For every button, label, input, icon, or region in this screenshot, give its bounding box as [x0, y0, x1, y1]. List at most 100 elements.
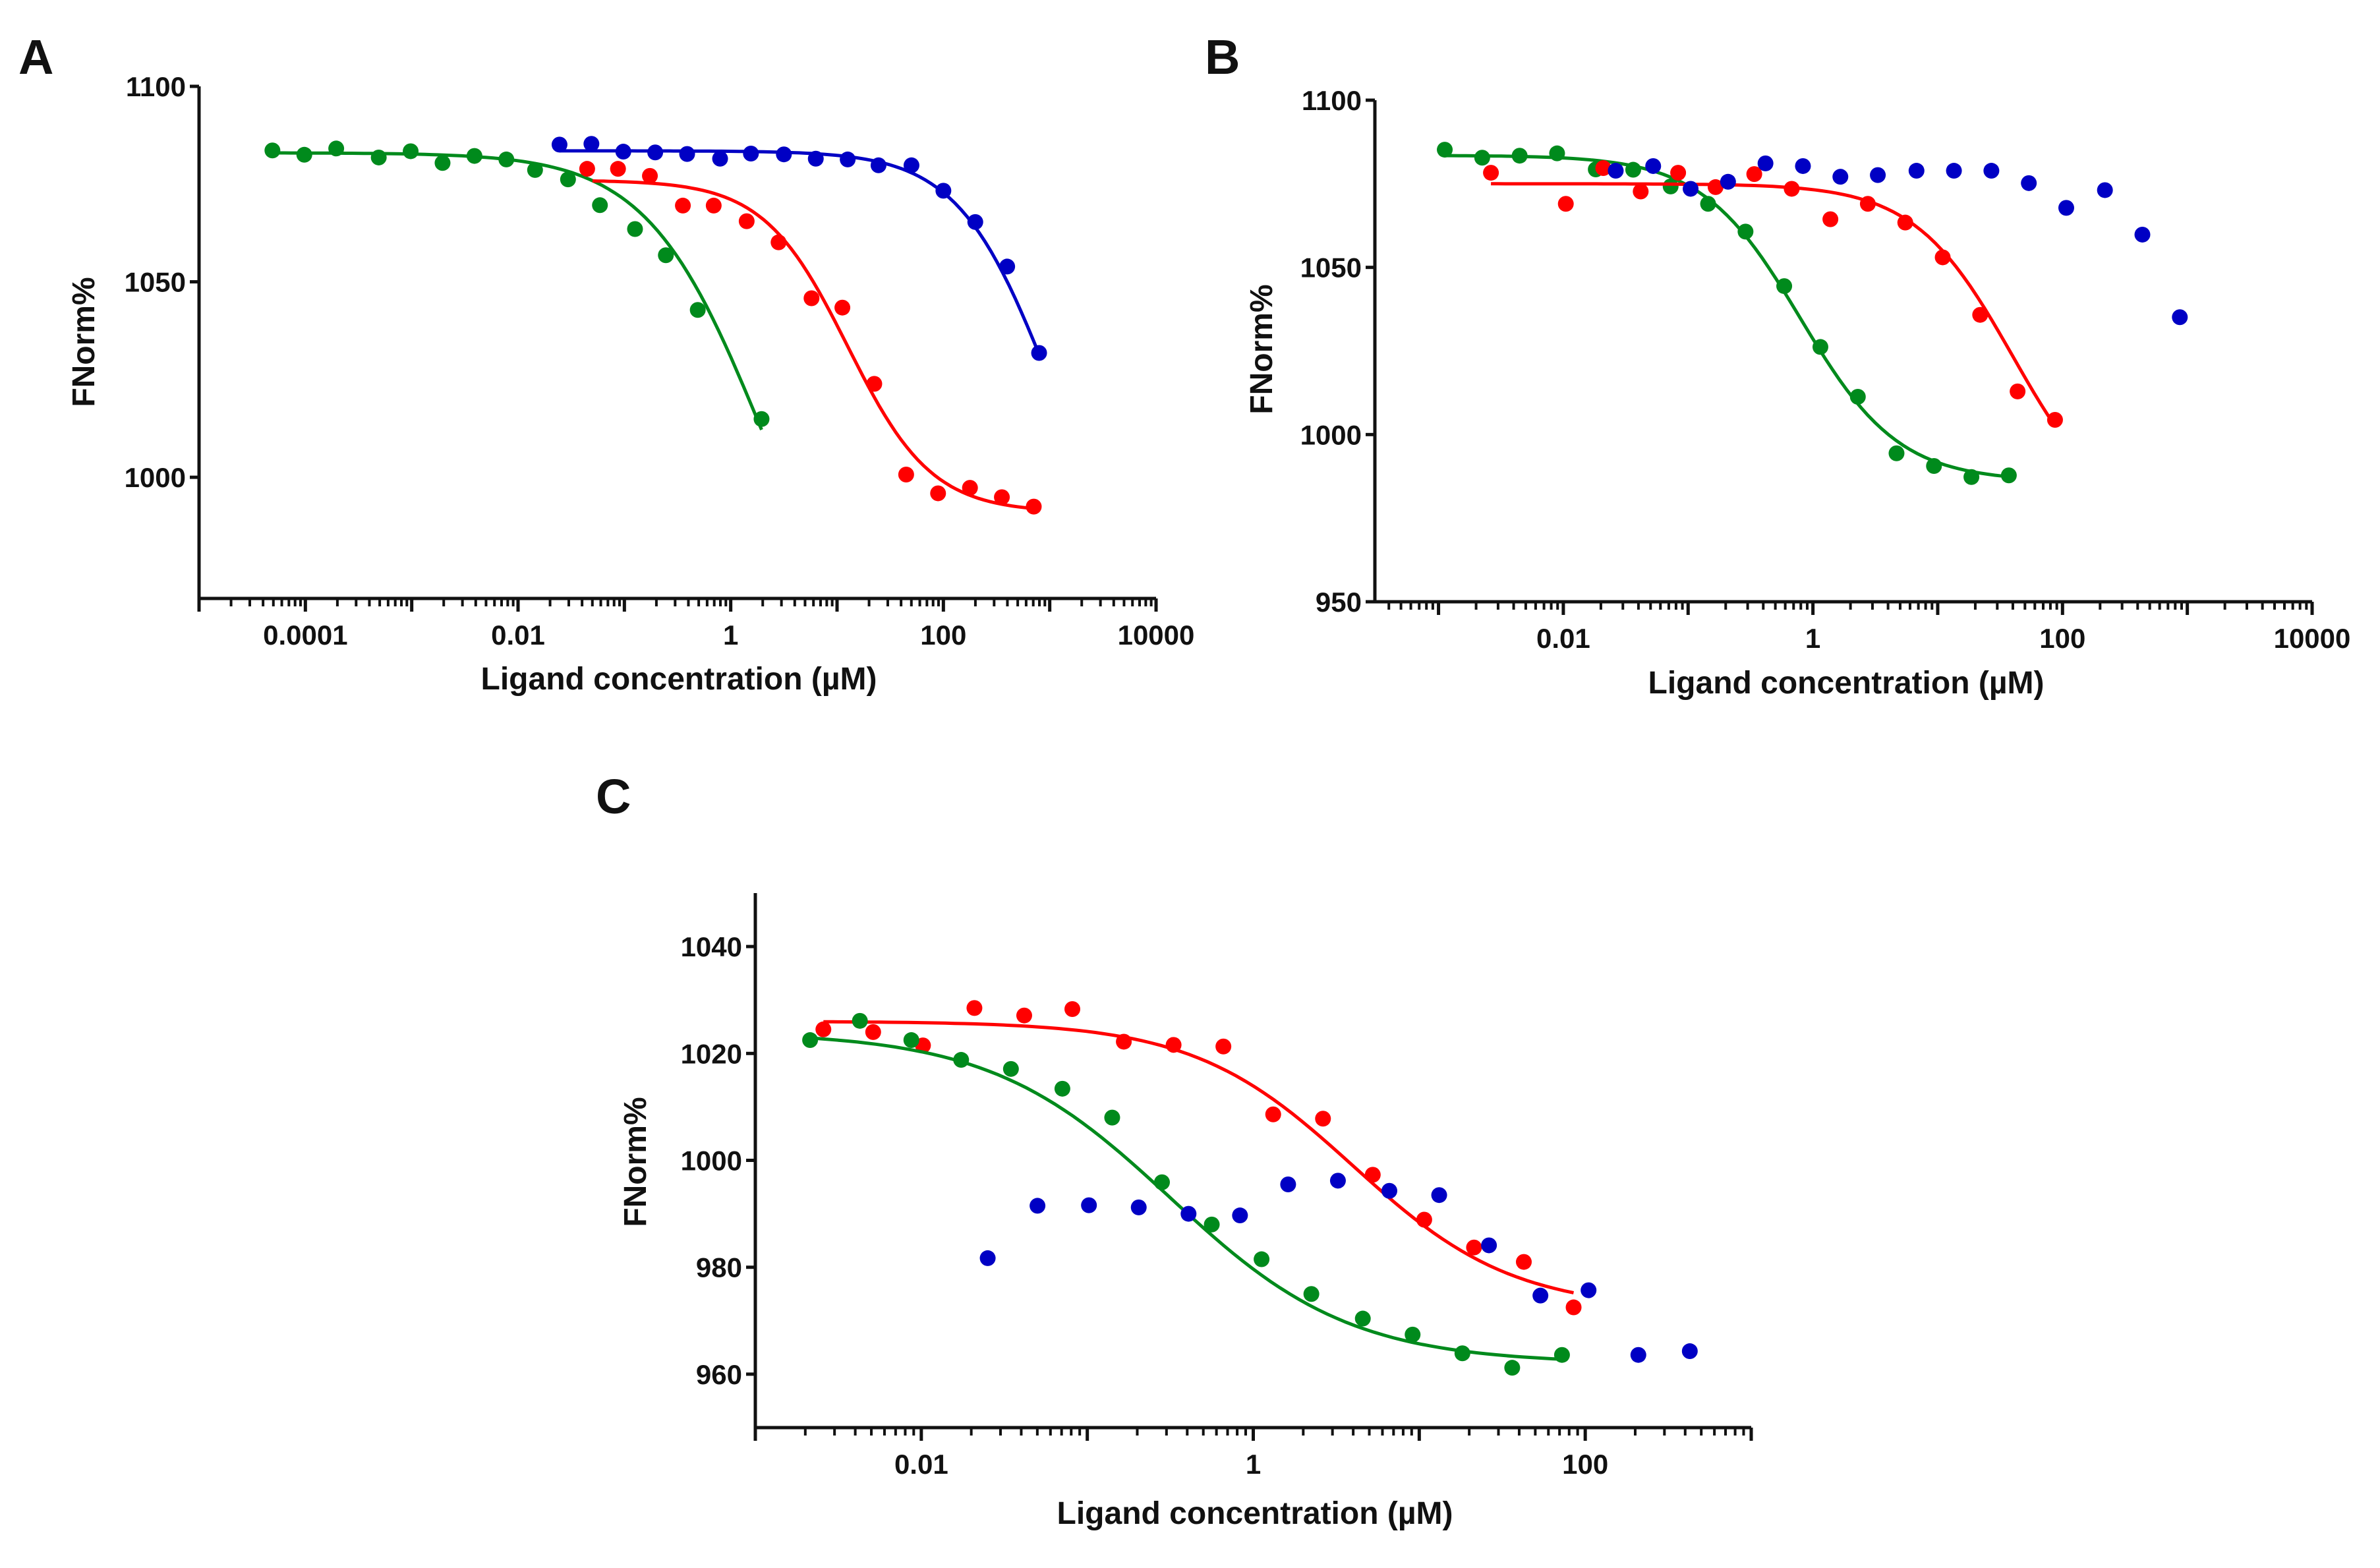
panel-c-data-point-green — [1405, 1326, 1421, 1343]
panel-b-data-point-blue — [1908, 163, 1925, 179]
panel-b-series-green — [1437, 142, 2017, 485]
panel-b-data-point-red — [1670, 165, 1687, 181]
panel-a-data-point-green — [296, 146, 312, 163]
panel-c-data-point-red — [1315, 1111, 1331, 1127]
panel-a-data-point-blue — [551, 136, 567, 153]
panel-c-data-point-blue — [1681, 1343, 1698, 1360]
panel-a-data-point-red — [898, 466, 914, 482]
panel-b-data-point-blue — [2097, 182, 2113, 198]
panel-a-data-point-blue — [712, 150, 728, 167]
panel-a-x-axis-title: Ligand concentration (µM) — [481, 662, 877, 697]
panel-b-data-point-red — [1707, 179, 1724, 195]
panel-b-data-point-red — [1557, 196, 1574, 212]
panel-b-data-point-blue — [1608, 163, 1624, 179]
panel-a-data-point-blue — [807, 150, 824, 167]
panel-b-data-point-green — [1437, 142, 1453, 158]
panel-c-x-tick-label: 100 — [1562, 1449, 1608, 1480]
panel-c-data-point-blue — [1081, 1197, 1097, 1213]
panel-b-data-point-blue — [1983, 163, 2000, 179]
panel-a-y-tick-label: 1050 — [125, 267, 186, 298]
panel-b-data-point-red — [1784, 181, 1800, 197]
panel-b-x-tick-label: 100 — [2039, 623, 2085, 654]
panel-c-data-point-green — [903, 1032, 919, 1049]
panel-b-data-point-blue — [2172, 309, 2188, 326]
panel-a-data-point-blue — [647, 144, 664, 161]
panel-c-data-point-red — [1515, 1254, 1532, 1270]
panel-c-fit-curve-red — [823, 1020, 1575, 1294]
panel-c-data-point-red — [815, 1021, 832, 1037]
panel-b-data-point-green — [1888, 445, 1905, 461]
panel-a-x-tick-label: 1 — [723, 620, 738, 651]
panel-b-data-point-green — [1737, 223, 1754, 240]
panel-b-data-point-green — [1963, 469, 1980, 485]
panel-c-y-tick-label: 1020 — [681, 1038, 742, 1069]
panel-c-data-point-blue — [1481, 1237, 1497, 1254]
panel-a-data-point-green — [403, 143, 419, 160]
panel-b-data-point-blue — [1645, 158, 1662, 174]
panel-c-data-point-red — [1416, 1211, 1432, 1228]
panel-b-data-point-blue — [1832, 169, 1849, 185]
panel-b-data-point-red — [1897, 214, 1913, 231]
panel-b-series-red — [1483, 160, 2063, 428]
panel-b-y-tick-label: 950 — [1316, 587, 1362, 618]
panel-c-y-tick-label: 1040 — [681, 931, 742, 962]
panel-a-data-point-red — [930, 485, 946, 502]
panel-a-data-point-red — [770, 234, 787, 250]
panel-c-data-point-green — [1002, 1060, 1019, 1077]
panel-b-data-point-blue — [2134, 226, 2151, 243]
panel-a-y-axis-title: FNorm% — [67, 277, 102, 407]
panel-a-data-point-blue — [840, 151, 856, 167]
panel-c-data-point-blue — [1630, 1347, 1646, 1363]
panel-c-data-point-blue — [1532, 1287, 1549, 1304]
panel-a-data-point-blue — [999, 258, 1016, 275]
panel-b-data-point-blue — [1720, 173, 1736, 190]
panel-c-data-point-red — [1016, 1007, 1032, 1024]
panel-a-data-point-red — [705, 197, 722, 214]
panel-c-data-point-red — [1466, 1239, 1482, 1256]
panel-a-data-point-red — [803, 290, 820, 306]
panel-c-y-tick-label: 980 — [696, 1252, 742, 1283]
panel-c-series-green — [802, 1012, 1570, 1376]
panel-a-data-point-red — [994, 489, 1010, 506]
panel-b-data-point-red — [1595, 160, 1611, 176]
panel-b-data-point-green — [1511, 148, 1528, 164]
panel-b-data-point-blue — [1946, 163, 1962, 179]
panel-b-data-point-blue — [1870, 167, 1886, 183]
panel-a-data-point-red — [962, 480, 978, 496]
panel-b-data-point-green — [1700, 196, 1716, 212]
panel-a-data-point-blue — [870, 157, 886, 173]
panel-b-data-point-red — [1859, 196, 1876, 212]
panel-letter-c: C — [596, 769, 631, 824]
panel-a-x-tick-label: 0.0001 — [263, 620, 347, 651]
panel-b-data-point-blue — [2021, 175, 2037, 191]
panel-b-y-tick-label: 1000 — [1300, 419, 1362, 450]
panel-c-data-point-green — [1254, 1251, 1270, 1267]
panel-a-data-point-red — [1026, 498, 1042, 515]
panel-letter-a: A — [18, 30, 53, 84]
panel-a-series-red — [579, 161, 1042, 515]
panel-c-series-red — [815, 1000, 1582, 1316]
panel-a-y-tick-label: 1000 — [125, 462, 186, 493]
panel-a-data-point-green — [689, 302, 706, 318]
panel-a-data-point-green — [527, 161, 543, 178]
panel-c-data-point-blue — [1581, 1282, 1597, 1298]
panel-c-data-point-blue — [1329, 1173, 1346, 1189]
panel-a-data-point-blue — [679, 146, 695, 162]
panel-a-data-point-green — [466, 148, 482, 164]
panel-c-data-point-green — [1354, 1310, 1371, 1327]
panel-c-data-point-red — [1364, 1167, 1381, 1183]
panel-c-data-point-red — [865, 1024, 881, 1040]
panel-c-data-point-green — [1504, 1360, 1521, 1376]
panel-c-data-point-blue — [1030, 1198, 1046, 1214]
panel-a-x-tick-label: 100 — [920, 620, 966, 651]
panel-b-data-point-blue — [1683, 181, 1699, 197]
panel-a-data-point-green — [498, 151, 515, 167]
panel-a-data-point-green — [370, 149, 387, 165]
panel-b-y-axis-title: FNorm% — [1244, 284, 1279, 414]
panel-a-data-point-red — [738, 213, 755, 229]
panel-b-y-tick-label: 1100 — [1302, 85, 1362, 116]
panel-b-data-point-red — [2010, 383, 2026, 399]
panel-a-data-point-green — [328, 140, 345, 157]
